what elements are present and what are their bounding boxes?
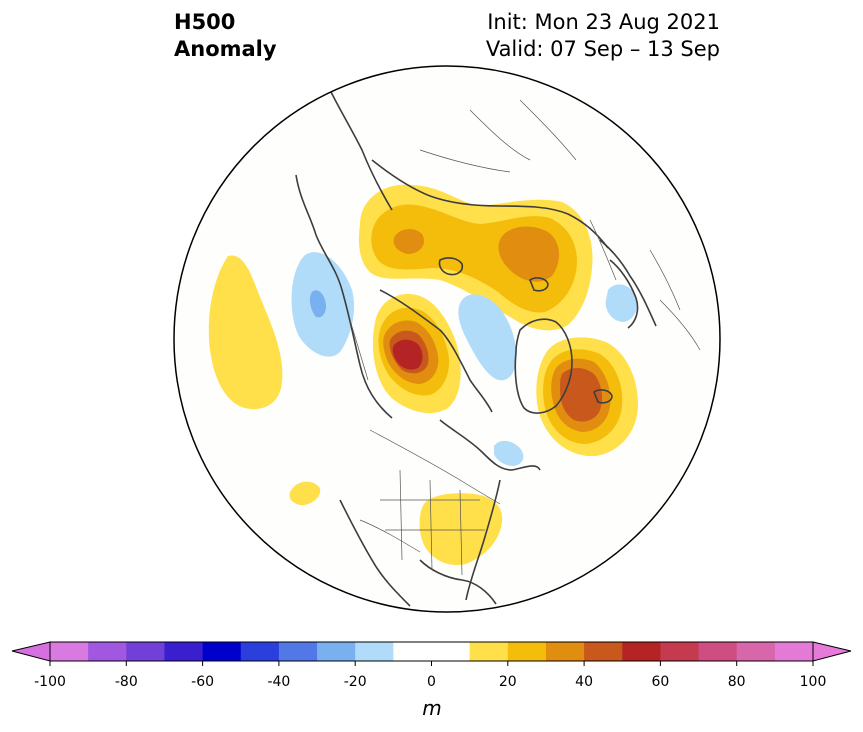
coastline-mexico <box>339 499 411 607</box>
anomaly-eastern-europe <box>605 284 638 322</box>
colorbar-bin-2 <box>126 642 165 661</box>
border-europe-1 <box>649 249 681 311</box>
colorbar-bins <box>50 642 814 661</box>
colorbar-tick-label: -100 <box>34 674 66 690</box>
polar-anomaly-map <box>173 65 721 613</box>
colorbar-tick-label: -20 <box>343 674 367 690</box>
borders <box>349 99 701 576</box>
anomaly-siberia-core-east <box>498 226 560 282</box>
anomaly-gulf-of-alaska-core <box>309 290 326 318</box>
colorbar-bin-8 <box>355 642 394 661</box>
coastline-west-na <box>295 174 393 419</box>
border-us-state-2 <box>429 479 433 571</box>
coastline-arctic-islands <box>438 257 464 276</box>
colorbar-bin-4 <box>202 642 242 661</box>
border-russia-west <box>589 219 617 281</box>
colorbar-tick-label: -60 <box>191 674 215 690</box>
colorbar-bin-3 <box>164 642 204 661</box>
colorbar-bin-11 <box>507 642 547 661</box>
coastline-europe <box>599 239 657 327</box>
colorbar-tick-label: 100 <box>799 674 827 690</box>
colorbar-tick-label: -80 <box>114 674 138 690</box>
colorbar-unit-label: m <box>422 696 442 720</box>
colorbar-bin-12 <box>545 642 585 661</box>
coastline-scandinavia <box>609 259 639 329</box>
border-alaska <box>349 319 369 381</box>
anomaly-mexico-offshore <box>289 481 321 506</box>
border-us-mexico <box>359 519 421 553</box>
colorbar-bin-10 <box>469 642 509 661</box>
colorbar-bin-14 <box>622 642 661 661</box>
colorbar-bin-0 <box>50 642 89 661</box>
border-europe-2 <box>659 299 701 351</box>
colorbar-extend-high <box>812 641 852 662</box>
forecast-info: Init: Mon 23 Aug 2021 Valid: 07 Sep – 13… <box>486 9 720 63</box>
colorbar-bin-9 <box>393 642 471 661</box>
colorbar-bin-5 <box>240 642 280 661</box>
init-date: Init: Mon 23 Aug 2021 <box>487 10 720 34</box>
colorbar-bin-13 <box>584 642 623 661</box>
colorbar-tick-label: 0 <box>427 674 436 690</box>
colorbar-tick-label: 60 <box>651 674 670 690</box>
colorbar-bin-6 <box>278 642 318 661</box>
border-asia-1 <box>469 109 531 161</box>
coastline-greenland <box>514 318 573 414</box>
coastline-hudson <box>439 419 541 471</box>
coastline-alaska <box>329 89 393 211</box>
coastline-north-na <box>379 289 493 413</box>
coastline-iceland <box>593 389 613 404</box>
valid-range: Valid: 07 Sep – 13 Sep <box>485 37 720 61</box>
colorbar-bin-16 <box>698 642 738 661</box>
anomaly-greenland-core <box>560 368 602 422</box>
colorbar-tick-label: 40 <box>575 674 594 690</box>
colorbar-bin-7 <box>317 642 356 661</box>
colorbar-tick-label: 20 <box>498 674 517 690</box>
anomaly-labrador-sea <box>494 440 524 466</box>
border-asia-2 <box>519 99 577 161</box>
colorbar-bin-1 <box>88 642 127 661</box>
border-us-state-3 <box>459 489 463 576</box>
anomaly-eastern-pacific <box>208 255 283 410</box>
border-us-canada <box>369 429 501 505</box>
anomaly-canadian-archipelago <box>458 294 517 381</box>
colorbar-extend-low <box>11 641 51 662</box>
coastline-siberia <box>371 159 609 249</box>
anomaly-alaska-beaufort-core <box>392 339 423 370</box>
colorbar-bin-17 <box>736 642 776 661</box>
colorbar-bin-15 <box>660 642 700 661</box>
colorbar-bin-18 <box>774 642 814 661</box>
colorbar-ticks <box>49 661 814 666</box>
border-us-state-1 <box>399 469 403 561</box>
border-asia-3 <box>419 149 511 173</box>
title-line-2: Anomaly <box>174 37 277 61</box>
colorbar-tick-label: -40 <box>267 674 291 690</box>
coastlines <box>295 89 657 607</box>
coastline-svalbard <box>529 277 549 292</box>
colorbar <box>11 641 852 666</box>
coastline-gulf-mexico <box>419 559 497 605</box>
map-boundary <box>173 65 721 613</box>
colorbar-tick-label: 80 <box>727 674 746 690</box>
anomaly-siberia-core-west <box>393 229 425 254</box>
chart-title: H500 Anomaly <box>174 9 277 63</box>
title-line-1: H500 <box>174 10 236 34</box>
